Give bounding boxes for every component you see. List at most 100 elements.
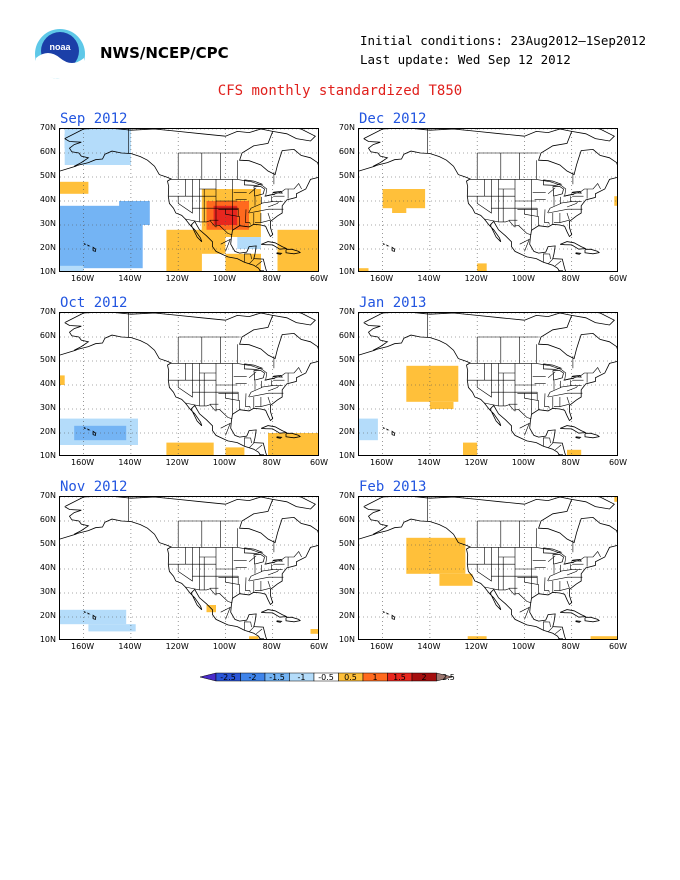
lat-tick-label: 20N bbox=[39, 427, 56, 436]
lon-tick-label: 80W bbox=[561, 274, 580, 283]
anomaly-cell bbox=[310, 629, 318, 634]
lon-tick-label: 80W bbox=[262, 274, 281, 283]
lat-tick-label: 40N bbox=[338, 563, 355, 572]
anomaly-cell bbox=[614, 196, 617, 206]
anomaly-cell bbox=[60, 181, 89, 194]
lat-tick-label: 30N bbox=[338, 403, 355, 412]
anomaly-cell bbox=[406, 365, 459, 402]
map-panel bbox=[358, 128, 618, 272]
lon-tick-label: 120W bbox=[165, 458, 189, 467]
political-boundaries bbox=[128, 129, 302, 271]
figure-title: CFS monthly standardized T850 bbox=[217, 83, 463, 99]
colorbar-arrow-high bbox=[436, 672, 453, 682]
lon-tick-label: 140W bbox=[417, 274, 441, 283]
political-boundaries bbox=[427, 313, 601, 455]
colorbar-label: 2.5 bbox=[442, 673, 455, 682]
anomaly-cell bbox=[249, 636, 259, 639]
map-panel bbox=[59, 496, 319, 640]
lat-tick-label: 60N bbox=[39, 515, 56, 524]
anomaly-cell bbox=[166, 229, 202, 271]
lat-tick-label: 40N bbox=[39, 563, 56, 572]
panel-title: Feb 2013 bbox=[359, 479, 427, 495]
panel-title: Sep 2012 bbox=[60, 111, 128, 127]
coastlines bbox=[359, 497, 617, 639]
panel-title: Oct 2012 bbox=[60, 295, 128, 311]
lon-tick-label: 80W bbox=[262, 642, 281, 651]
lon-tick-label: 160W bbox=[71, 274, 95, 283]
anomaly-cell bbox=[406, 537, 466, 574]
colorbar-label: -2 bbox=[248, 673, 257, 682]
lat-tick-label: 70N bbox=[39, 491, 56, 500]
lat-tick-label: 60N bbox=[338, 515, 355, 524]
lat-tick-label: 50N bbox=[338, 355, 355, 364]
colorbar-arrow-low bbox=[199, 672, 217, 682]
colorbar-label: -0.5 bbox=[318, 673, 334, 682]
lat-tick-label: 30N bbox=[338, 219, 355, 228]
lat-tick-label: 40N bbox=[39, 195, 56, 204]
anomaly-cell bbox=[429, 401, 454, 409]
lon-tick-label: 140W bbox=[118, 274, 142, 283]
anomaly-cell bbox=[166, 442, 214, 455]
anomaly-cell bbox=[392, 205, 407, 213]
lon-tick-label: 120W bbox=[464, 642, 488, 651]
anomaly-cell bbox=[213, 205, 238, 225]
anomaly-cell bbox=[268, 433, 318, 455]
anomaly-cell bbox=[463, 442, 478, 455]
lon-tick-label: 60W bbox=[309, 642, 329, 651]
anomaly-cell bbox=[64, 129, 131, 165]
lon-tick-label: 100W bbox=[511, 274, 536, 283]
anomaly-cell bbox=[477, 263, 487, 271]
lat-tick-label: 20N bbox=[338, 611, 355, 620]
political-boundaries bbox=[427, 129, 601, 271]
lat-tick-label: 30N bbox=[39, 587, 56, 596]
coastlines bbox=[359, 313, 617, 455]
lat-tick-label: 70N bbox=[338, 491, 355, 500]
anomaly-cell bbox=[201, 237, 226, 254]
colorbar: -2.5 -2 -1.5 -1 -0.5 0.5 1 1.5 2 2.5 bbox=[196, 670, 486, 700]
anomaly-cell bbox=[439, 573, 473, 586]
lat-tick-label: 40N bbox=[39, 379, 56, 388]
lon-tick-label: 60W bbox=[608, 274, 628, 283]
colorbar-label: -2.5 bbox=[220, 673, 236, 682]
map-panel bbox=[358, 312, 618, 456]
colorbar-label: 2 bbox=[421, 673, 427, 682]
anomaly-map bbox=[359, 129, 617, 271]
lat-tick-label: 70N bbox=[338, 307, 355, 316]
lat-tick-label: 20N bbox=[39, 611, 56, 620]
lon-tick-label: 120W bbox=[464, 274, 488, 283]
lat-tick-label: 10N bbox=[39, 267, 56, 276]
anomaly-cell bbox=[359, 418, 378, 441]
lat-tick-label: 20N bbox=[338, 427, 355, 436]
colorbar-label: 0.5 bbox=[344, 673, 357, 682]
colorbar-label: -1.5 bbox=[269, 673, 285, 682]
lon-tick-label: 60W bbox=[309, 274, 329, 283]
map-panel bbox=[59, 312, 319, 456]
lat-tick-label: 50N bbox=[39, 171, 56, 180]
lon-tick-label: 160W bbox=[370, 274, 394, 283]
lon-tick-label: 100W bbox=[511, 642, 536, 651]
lat-tick-label: 20N bbox=[39, 243, 56, 252]
lat-tick-label: 60N bbox=[39, 147, 56, 156]
lat-tick-label: 10N bbox=[338, 267, 355, 276]
lat-tick-label: 30N bbox=[39, 219, 56, 228]
lat-tick-label: 60N bbox=[338, 147, 355, 156]
lat-tick-label: 50N bbox=[338, 539, 355, 548]
panel-title: Dec 2012 bbox=[359, 111, 427, 127]
lat-tick-label: 50N bbox=[338, 171, 355, 180]
lon-tick-label: 100W bbox=[212, 642, 237, 651]
lon-tick-label: 60W bbox=[309, 458, 329, 467]
lat-tick-label: 10N bbox=[338, 451, 355, 460]
lat-tick-label: 60N bbox=[39, 331, 56, 340]
anomaly-cell bbox=[225, 447, 245, 455]
lon-tick-label: 80W bbox=[561, 642, 580, 651]
lat-tick-label: 10N bbox=[39, 451, 56, 460]
lat-tick-label: 50N bbox=[39, 539, 56, 548]
noaa-logo-icon: noaa bbox=[34, 28, 86, 80]
lat-tick-label: 70N bbox=[338, 123, 355, 132]
lon-tick-label: 140W bbox=[118, 642, 142, 651]
lon-tick-label: 160W bbox=[370, 458, 394, 467]
anomaly-map bbox=[60, 497, 318, 639]
lon-tick-label: 160W bbox=[71, 642, 95, 651]
lon-tick-label: 140W bbox=[118, 458, 142, 467]
anomaly-cell bbox=[590, 636, 617, 639]
